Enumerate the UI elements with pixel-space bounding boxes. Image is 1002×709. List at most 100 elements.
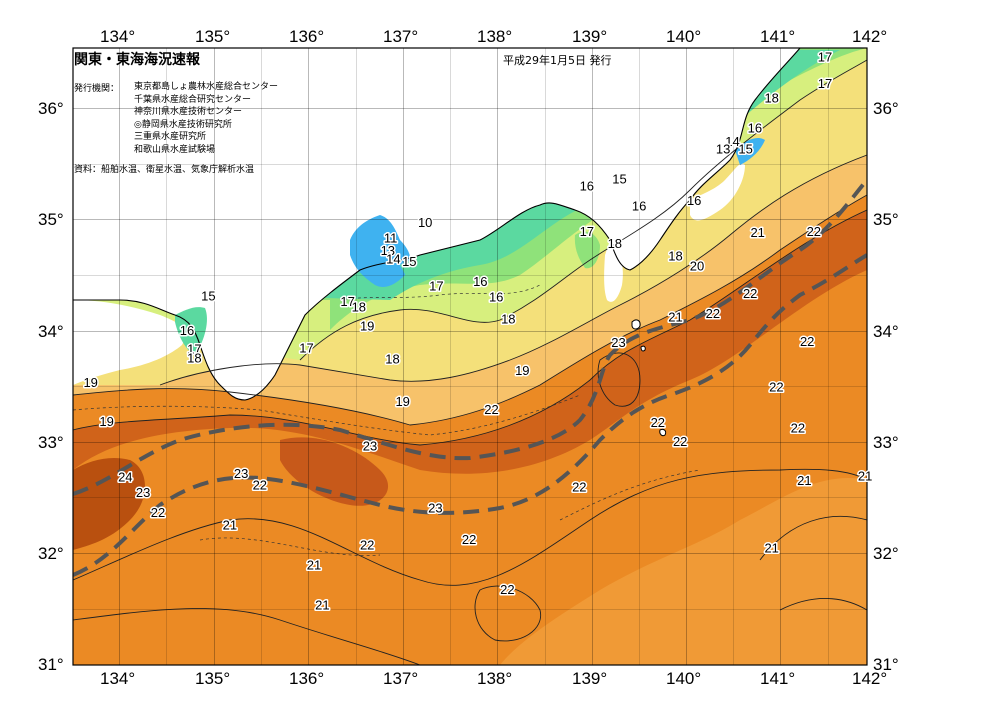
isotherm-label: 22 (743, 286, 757, 301)
lon-label: 141° (760, 27, 795, 46)
sea-band-23-core (280, 437, 389, 506)
isotherm-label: 23 (136, 485, 150, 500)
lat-label: 31° (873, 655, 899, 674)
isotherm-label: 23 (234, 466, 248, 481)
lon-label: 136° (289, 27, 324, 46)
land-boso-peninsula (690, 163, 745, 221)
lon-label: 136° (289, 669, 324, 688)
isotherm-label: 17 (818, 49, 832, 64)
isotherm-label: 18 (501, 312, 515, 327)
isotherm-label: 23 (428, 501, 442, 516)
isotherm-label: 22 (462, 532, 476, 547)
data-source-note: 資料：船舶水温、衛星水温、気象庁解析水温 (74, 165, 255, 175)
issuer-label: 発行機関： (74, 84, 120, 94)
isotherm-label: 19 (360, 318, 374, 333)
map-title: 関東・東海海況速報 (74, 52, 200, 68)
isotherm-label: 17 (818, 76, 832, 91)
isotherm-label: 11 (384, 231, 398, 246)
isotherm-label: 23 (363, 438, 377, 453)
lon-label: 141° (760, 669, 795, 688)
issuer-item: 千葉県水産総合研究センター (134, 94, 252, 105)
lat-label: 35° (38, 210, 64, 229)
lat-label: 31° (38, 655, 64, 674)
isotherm-label: 16 (580, 178, 594, 193)
lon-label: 139° (572, 27, 607, 46)
isotherm-label: 15 (402, 254, 416, 269)
issuer-list: 東京都島しょ農林水産総合センター 千葉県水産総合研究センター 神奈川県水産技術セ… (134, 81, 278, 156)
kuroshio-axis (73, 178, 867, 577)
isotherm-label: 16 (632, 198, 646, 213)
ise-bay-water (350, 215, 411, 287)
isotherm-label: 22 (253, 477, 267, 492)
isotherm-label: 22 (484, 402, 498, 417)
lat-label: 34° (873, 322, 899, 341)
isotherm-label: 17 (340, 294, 354, 309)
isotherm-label: 22 (807, 224, 821, 239)
isotherm-label: 16 (687, 193, 701, 208)
lat-label: 36° (38, 99, 64, 118)
lon-label: 142° (852, 669, 887, 688)
land-miyake (640, 345, 646, 352)
isotherm-label: 18 (187, 351, 201, 366)
isotherm-label: 22 (360, 537, 374, 552)
lat-label: 36° (873, 99, 899, 118)
isotherm-label: 21 (223, 517, 237, 532)
land-hachijo (659, 428, 667, 437)
map-frame (72, 47, 868, 666)
isotherm-label: 10 (418, 215, 432, 230)
land-shikoku (73, 300, 186, 385)
isotherm-label: 21 (797, 473, 811, 488)
issuer-item: 三重県水産研究所 (134, 132, 207, 142)
isotherm-label: 15 (612, 172, 626, 187)
isotherm-label: 21 (668, 310, 682, 325)
isotherm-label: 19 (83, 375, 97, 390)
isotherm-label: 17 (429, 278, 443, 293)
lat-label: 32° (873, 544, 899, 563)
isotherm-label: 22 (651, 415, 665, 430)
isotherm-label: 17 (580, 224, 594, 239)
sea-band-24 (73, 458, 145, 550)
isotherm-label: 16 (489, 290, 503, 305)
lon-label: 140° (666, 669, 701, 688)
sea-band-warm-core (73, 210, 867, 474)
lon-label: 140° (666, 27, 701, 46)
isotherm-label: 18 (385, 352, 399, 367)
lat-lon-grid (73, 48, 867, 665)
lon-label: 138° (477, 27, 512, 46)
isotherm-label: 14 (725, 134, 739, 149)
isotherm-label: 21 (315, 597, 329, 612)
isotherm-label: 18 (668, 248, 682, 263)
latitude-labels-right: 36° 35° 34° 33° 32° 31° (873, 99, 899, 674)
lon-label: 139° (572, 669, 607, 688)
isotherms (73, 59, 867, 665)
lat-label: 34° (38, 322, 64, 341)
isotherm-label: 17 (187, 342, 201, 357)
lon-label: 134° (100, 669, 135, 688)
suruga-bay-water (574, 231, 600, 269)
isotherm-label: 21 (307, 557, 321, 572)
isotherm-label: 15 (201, 288, 215, 303)
isotherm-label: 22 (151, 505, 165, 520)
lat-label: 35° (873, 210, 899, 229)
lon-label: 137° (383, 669, 418, 688)
lon-label: 137° (383, 27, 418, 46)
lon-label: 135° (195, 27, 230, 46)
issuer-item: 東京都島しょ農林水産総合センター (134, 82, 279, 92)
tokyo-bay-water (735, 138, 765, 165)
isotherm-label: 19 (99, 414, 113, 429)
land-honshu (73, 48, 800, 400)
isotherm-label: 18 (352, 300, 366, 315)
isotherm-label: 24 (118, 470, 132, 485)
land-awaji (196, 257, 214, 300)
isotherm-label: 22 (791, 421, 805, 436)
isotherm-label: 19 (395, 394, 409, 409)
lat-label: 33° (873, 433, 899, 452)
isotherm-label: 16 (748, 121, 762, 136)
isotherm-label: 20 (690, 258, 704, 273)
isotherm-label: 22 (800, 334, 814, 349)
isotherm-label: 18 (608, 236, 622, 251)
mikawa-bay-water (400, 259, 435, 280)
isotherm-label: 16 (473, 274, 487, 289)
